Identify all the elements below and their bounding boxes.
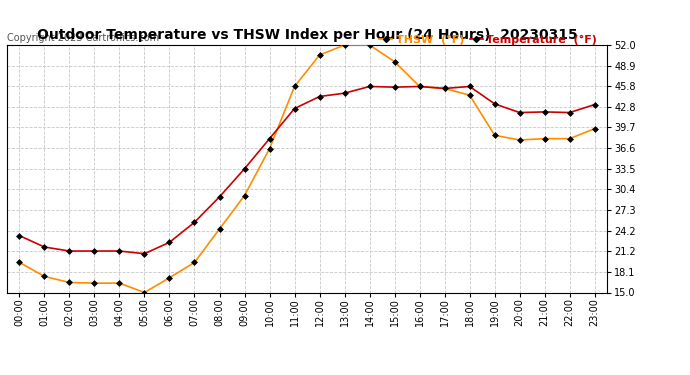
Text: Copyright 2023 Cartronics.com: Copyright 2023 Cartronics.com: [7, 33, 159, 42]
Legend: THSW  (°F), Temperature  (°F): THSW (°F), Temperature (°F): [375, 31, 602, 50]
Title: Outdoor Temperature vs THSW Index per Hour (24 Hours)  20230315: Outdoor Temperature vs THSW Index per Ho…: [37, 28, 578, 42]
